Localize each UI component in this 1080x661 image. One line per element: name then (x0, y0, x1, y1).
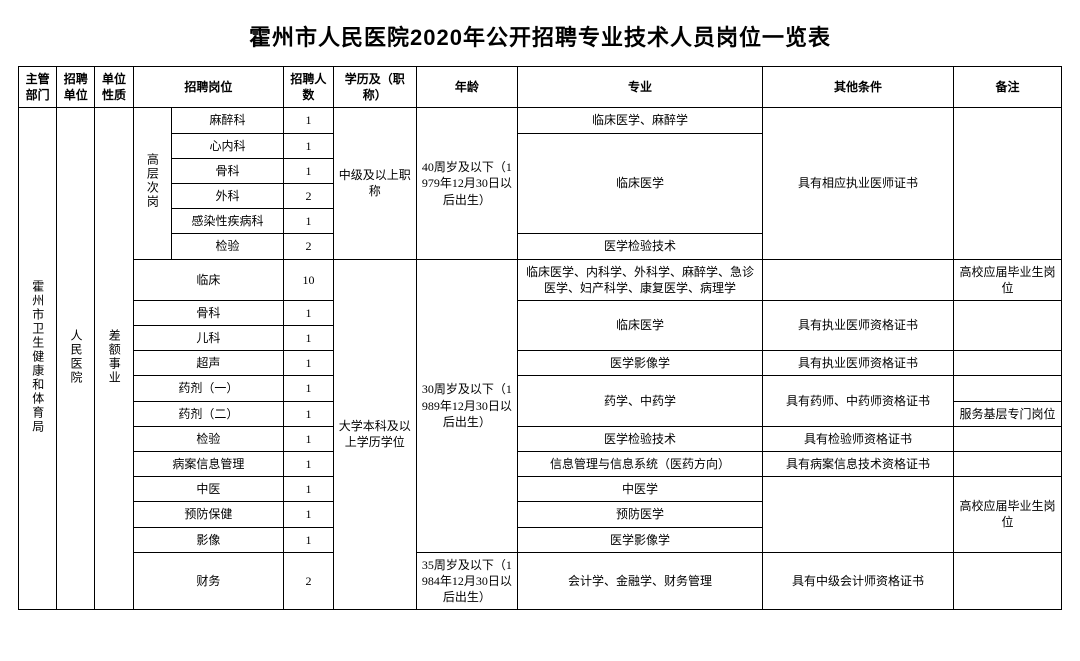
header-major: 专业 (517, 67, 762, 108)
cell-major: 会计学、金融学、财务管理 (517, 552, 762, 610)
cell-pos: 影像 (133, 527, 284, 552)
cell-pos: 病案信息管理 (133, 452, 284, 477)
header-nature: 单位性质 (95, 67, 133, 108)
cell-other: 具有执业医师资格证书 (762, 300, 953, 350)
cell-other: 具有病案信息技术资格证书 (762, 452, 953, 477)
cell-count: 1 (284, 477, 333, 502)
cell-pos: 药剂（一） (133, 376, 284, 401)
header-edu: 学历及（职称） (333, 67, 416, 108)
header-age: 年龄 (416, 67, 517, 108)
cell-count: 1 (284, 326, 333, 351)
cell-count: 1 (284, 158, 333, 183)
header-remark: 备注 (954, 67, 1062, 108)
cell-nature: 差额事业 (95, 108, 133, 610)
cell-count: 1 (284, 452, 333, 477)
cell-count: 1 (284, 502, 333, 527)
table-row: 中医 1 中医学 高校应届毕业生岗位 (19, 477, 1062, 502)
cell-pos: 财务 (133, 552, 284, 610)
cell-dept: 霍州市卫生健康和体育局 (19, 108, 57, 610)
header-unit: 招聘单位 (57, 67, 95, 108)
cell-major: 信息管理与信息系统（医药方向） (517, 452, 762, 477)
cell-pos: 麻醉科 (171, 108, 283, 133)
cell-remark (954, 426, 1062, 451)
cell-major: 药学、中药学 (517, 376, 762, 426)
cell-major: 临床医学、麻醉学 (517, 108, 762, 133)
cell-unit: 人民医院 (57, 108, 95, 610)
cell-count: 1 (284, 133, 333, 158)
page-title: 霍州市人民医院2020年公开招聘专业技术人员岗位一览表 (18, 20, 1062, 52)
cell-age: 35周岁及以下（1984年12月30日以后出生） (416, 552, 517, 610)
cell-pos: 预防保健 (133, 502, 284, 527)
cell-remark (954, 300, 1062, 350)
cell-major: 医学影像学 (517, 351, 762, 376)
cell-remark: 服务基层专门岗位 (954, 401, 1062, 426)
table-row: 超声 1 医学影像学 具有执业医师资格证书 (19, 351, 1062, 376)
cell-other (762, 259, 953, 300)
cell-count: 1 (284, 300, 333, 325)
cell-pos-group-senior: 高层次岗 (133, 108, 171, 259)
cell-other: 具有药师、中药师资格证书 (762, 376, 953, 426)
cell-major: 医学影像学 (517, 527, 762, 552)
cell-pos: 儿科 (133, 326, 284, 351)
cell-pos: 外科 (171, 183, 283, 208)
cell-count: 1 (284, 376, 333, 401)
table-row: 霍州市卫生健康和体育局 人民医院 差额事业 高层次岗 麻醉科 1 中级及以上职称… (19, 108, 1062, 133)
cell-count: 1 (284, 401, 333, 426)
cell-major: 中医学 (517, 477, 762, 502)
cell-count: 2 (284, 234, 333, 259)
table-row: 药剂（一） 1 药学、中药学 具有药师、中药师资格证书 (19, 376, 1062, 401)
cell-other (762, 477, 953, 553)
cell-remark (954, 351, 1062, 376)
cell-count: 2 (284, 183, 333, 208)
cell-remark (954, 552, 1062, 610)
cell-major: 临床医学 (517, 300, 762, 350)
cell-major: 临床医学、内科学、外科学、麻醉学、急诊医学、妇产科学、康复医学、病理学 (517, 259, 762, 300)
cell-count: 1 (284, 108, 333, 133)
cell-age: 40周岁及以下（1979年12月30日以后出生） (416, 108, 517, 259)
cell-count: 10 (284, 259, 333, 300)
cell-remark: 高校应届毕业生岗位 (954, 477, 1062, 553)
cell-edu: 大学本科及以上学历学位 (333, 259, 416, 610)
cell-count: 2 (284, 552, 333, 610)
cell-pos: 药剂（二） (133, 401, 284, 426)
cell-count: 1 (284, 426, 333, 451)
cell-edu: 中级及以上职称 (333, 108, 416, 259)
cell-remark: 高校应届毕业生岗位 (954, 259, 1062, 300)
cell-pos: 超声 (133, 351, 284, 376)
table-row: 临床 10 大学本科及以上学历学位 30周岁及以下（1989年12月30日以后出… (19, 259, 1062, 300)
cell-pos: 感染性疾病科 (171, 209, 283, 234)
cell-count: 1 (284, 351, 333, 376)
table-header-row: 主管部门 招聘单位 单位性质 招聘岗位 招聘人数 学历及（职称） 年龄 专业 其… (19, 67, 1062, 108)
table-row: 骨科 1 临床医学 具有执业医师资格证书 (19, 300, 1062, 325)
positions-table: 主管部门 招聘单位 单位性质 招聘岗位 招聘人数 学历及（职称） 年龄 专业 其… (18, 66, 1062, 610)
cell-major: 医学检验技术 (517, 426, 762, 451)
cell-remark (954, 376, 1062, 401)
cell-pos: 骨科 (133, 300, 284, 325)
cell-pos: 检验 (171, 234, 283, 259)
cell-remark (954, 452, 1062, 477)
cell-age: 30周岁及以下（1989年12月30日以后出生） (416, 259, 517, 552)
cell-other: 具有检验师资格证书 (762, 426, 953, 451)
cell-other: 具有相应执业医师证书 (762, 108, 953, 259)
cell-pos: 心内科 (171, 133, 283, 158)
header-dept: 主管部门 (19, 67, 57, 108)
cell-other: 具有执业医师资格证书 (762, 351, 953, 376)
cell-major: 预防医学 (517, 502, 762, 527)
cell-major: 医学检验技术 (517, 234, 762, 259)
table-row: 检验 1 医学检验技术 具有检验师资格证书 (19, 426, 1062, 451)
cell-pos: 临床 (133, 259, 284, 300)
cell-pos: 骨科 (171, 158, 283, 183)
cell-major: 临床医学 (517, 133, 762, 234)
table-row: 病案信息管理 1 信息管理与信息系统（医药方向） 具有病案信息技术资格证书 (19, 452, 1062, 477)
table-row: 财务 2 35周岁及以下（1984年12月30日以后出生） 会计学、金融学、财务… (19, 552, 1062, 610)
header-position: 招聘岗位 (133, 67, 284, 108)
cell-count: 1 (284, 527, 333, 552)
cell-remark (954, 108, 1062, 259)
cell-other: 具有中级会计师资格证书 (762, 552, 953, 610)
cell-pos: 检验 (133, 426, 284, 451)
cell-count: 1 (284, 209, 333, 234)
header-count: 招聘人数 (284, 67, 333, 108)
header-other: 其他条件 (762, 67, 953, 108)
cell-pos: 中医 (133, 477, 284, 502)
